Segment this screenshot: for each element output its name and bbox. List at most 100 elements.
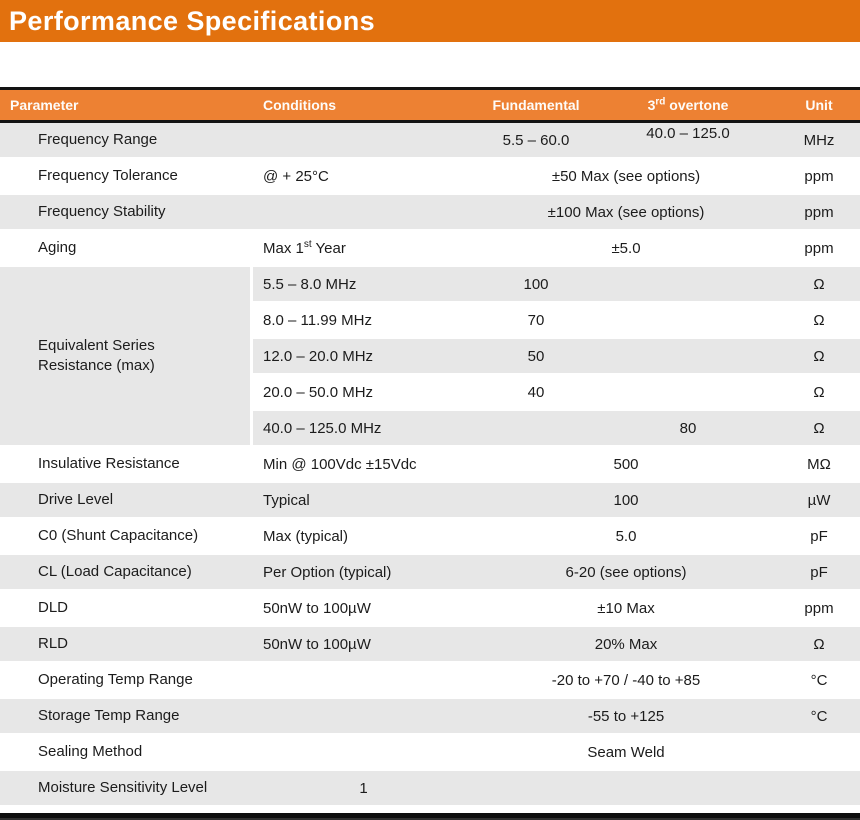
unit-cell: MΩ xyxy=(778,447,860,483)
col-header-conditions: Conditions xyxy=(253,87,474,123)
fundamental-cell: 70 xyxy=(474,303,598,339)
unit-cell: °C xyxy=(778,699,860,735)
conditions-cell: Max (typical) xyxy=(253,519,474,555)
fundamental-cell: 50 xyxy=(474,339,598,375)
unit-cell: pF xyxy=(778,555,860,591)
conditions-cell xyxy=(253,123,474,159)
conditions-cell: 50nW to 100µW xyxy=(253,627,474,663)
conditions-cell: Typical xyxy=(253,483,474,519)
param-cell: Aging xyxy=(0,231,253,267)
table-row-operating-temp-range: Operating Temp Range -20 to +70 / -40 to… xyxy=(0,663,860,699)
value-cell: ±50 Max (see options) xyxy=(474,159,778,195)
param-cell: Frequency Tolerance xyxy=(0,159,253,195)
table-row-moisture-sensitivity-level: Moisture Sensitivity Level 1 xyxy=(0,771,860,807)
value-cell: Seam Weld xyxy=(474,735,778,771)
col-header-parameter: Parameter xyxy=(0,87,253,123)
overtone-cell: 80 xyxy=(598,411,778,447)
title-bar: Performance Specifications xyxy=(0,0,860,42)
table-header: Parameter Conditions Fundamental 3rd ove… xyxy=(0,87,860,123)
value-cell: ±100 Max (see options) xyxy=(474,195,778,231)
param-cell: Drive Level xyxy=(0,483,253,519)
conditions-cell xyxy=(253,195,474,231)
param-cell: Frequency Stability xyxy=(0,195,253,231)
unit-cell: MHz xyxy=(778,123,860,159)
value-cell: 500 xyxy=(474,447,778,483)
col-header-fundamental: Fundamental xyxy=(474,87,598,123)
table-row-drive-level: Drive Level Typical 100 µW xyxy=(0,483,860,519)
conditions-cell: 40.0 – 125.0 MHz xyxy=(253,411,474,447)
conditions-cell: 12.0 – 20.0 MHz xyxy=(253,339,474,375)
param-cell: RLD xyxy=(0,627,253,663)
table-row-esr-3: 12.0 – 20.0 MHz 50 Ω xyxy=(0,339,860,375)
table-row-esr-5: 40.0 – 125.0 MHz 80 Ω xyxy=(0,411,860,447)
superscript: rd xyxy=(655,96,666,108)
value-cell: ±5.0 xyxy=(474,231,778,267)
conditions-cell: 1 xyxy=(253,771,474,807)
table-row-aging: Aging Max 1st Year ±5.0 ppm xyxy=(0,231,860,267)
unit-cell: pF xyxy=(778,519,860,555)
overtone-cell xyxy=(598,339,778,375)
param-cell: Frequency Range xyxy=(0,123,253,159)
page-title: Performance Specifications xyxy=(9,6,376,36)
value-cell: 100 xyxy=(474,483,778,519)
unit-cell: Ω xyxy=(778,303,860,339)
param-cell: C0 (Shunt Capacitance) xyxy=(0,519,253,555)
unit-cell: Ω xyxy=(778,339,860,375)
overtone-cell xyxy=(598,375,778,411)
param-cell: Operating Temp Range xyxy=(0,663,253,699)
unit-cell: µW xyxy=(778,483,860,519)
unit-cell: Ω xyxy=(778,627,860,663)
overtone-cell xyxy=(598,267,778,303)
table-row-esr-1: Equivalent Series Resistance (max) 5.5 –… xyxy=(0,267,860,447)
table-row-sealing-method: Sealing Method Seam Weld xyxy=(0,735,860,771)
table-row-frequency-range: Frequency Range 5.5 – 60.0 40.0 – 125.0 … xyxy=(0,123,860,159)
overtone-cell xyxy=(598,303,778,339)
conditions-cell: 5.5 – 8.0 MHz xyxy=(253,267,474,303)
param-cell: Insulative Resistance xyxy=(0,447,253,483)
param-cell: CL (Load Capacitance) xyxy=(0,555,253,591)
table-row-insulative-resistance: Insulative Resistance Min @ 100Vdc ±15Vd… xyxy=(0,447,860,483)
table-row-esr-2: 8.0 – 11.99 MHz 70 Ω xyxy=(0,303,860,339)
unit-cell xyxy=(778,771,860,807)
fundamental-cell: 5.5 – 60.0 xyxy=(474,123,598,159)
value-cell: -20 to +70 / -40 to +85 xyxy=(474,663,778,699)
param-cell: Storage Temp Range xyxy=(0,699,253,735)
table-row-dld: DLD 50nW to 100µW ±10 Max ppm xyxy=(0,591,860,627)
param-cell: Sealing Method xyxy=(0,735,253,771)
performance-spec-table: Parameter Conditions Fundamental 3rd ove… xyxy=(0,87,860,807)
param-cell-esr-merged: Equivalent Series Resistance (max) xyxy=(0,267,253,447)
superscript: st xyxy=(303,238,312,250)
value-cell: 20% Max xyxy=(474,627,778,663)
unit-cell xyxy=(778,735,860,771)
unit-cell: ppm xyxy=(778,591,860,627)
conditions-cell: Per Option (typical) xyxy=(253,555,474,591)
conditions-cell: Min @ 100Vdc ±15Vdc xyxy=(253,447,474,483)
conditions-cell xyxy=(253,699,474,735)
value-cell: ±10 Max xyxy=(474,591,778,627)
table-row-frequency-stability: Frequency Stability ±100 Max (see option… xyxy=(0,195,860,231)
table-row-storage-temp-range: Storage Temp Range -55 to +125 °C xyxy=(0,699,860,735)
conditions-cell: Max 1st Year xyxy=(253,231,474,267)
fundamental-cell: 100 xyxy=(474,267,598,303)
value-cell: 6-20 (see options) xyxy=(474,555,778,591)
col-header-unit: Unit xyxy=(778,87,860,123)
unit-cell: Ω xyxy=(778,375,860,411)
table-row-esr-4: 20.0 – 50.0 MHz 40 Ω xyxy=(0,375,860,411)
fundamental-cell: 40 xyxy=(474,375,598,411)
table-row-rld: RLD 50nW to 100µW 20% Max Ω xyxy=(0,627,860,663)
unit-cell: °C xyxy=(778,663,860,699)
bottom-border-bar xyxy=(0,813,860,820)
col-header-overtone: 3rd overtone xyxy=(598,87,778,123)
unit-cell: ppm xyxy=(778,231,860,267)
unit-cell: ppm xyxy=(778,159,860,195)
unit-cell: Ω xyxy=(778,267,860,303)
conditions-cell xyxy=(253,735,474,771)
value-cell xyxy=(474,771,778,807)
param-cell: DLD xyxy=(0,591,253,627)
table-row-cl-load-capacitance: CL (Load Capacitance) Per Option (typica… xyxy=(0,555,860,591)
unit-cell: ppm xyxy=(778,195,860,231)
conditions-cell: 50nW to 100µW xyxy=(253,591,474,627)
overtone-cell: 40.0 – 125.0 xyxy=(598,123,778,159)
param-cell: Moisture Sensitivity Level xyxy=(0,771,253,807)
